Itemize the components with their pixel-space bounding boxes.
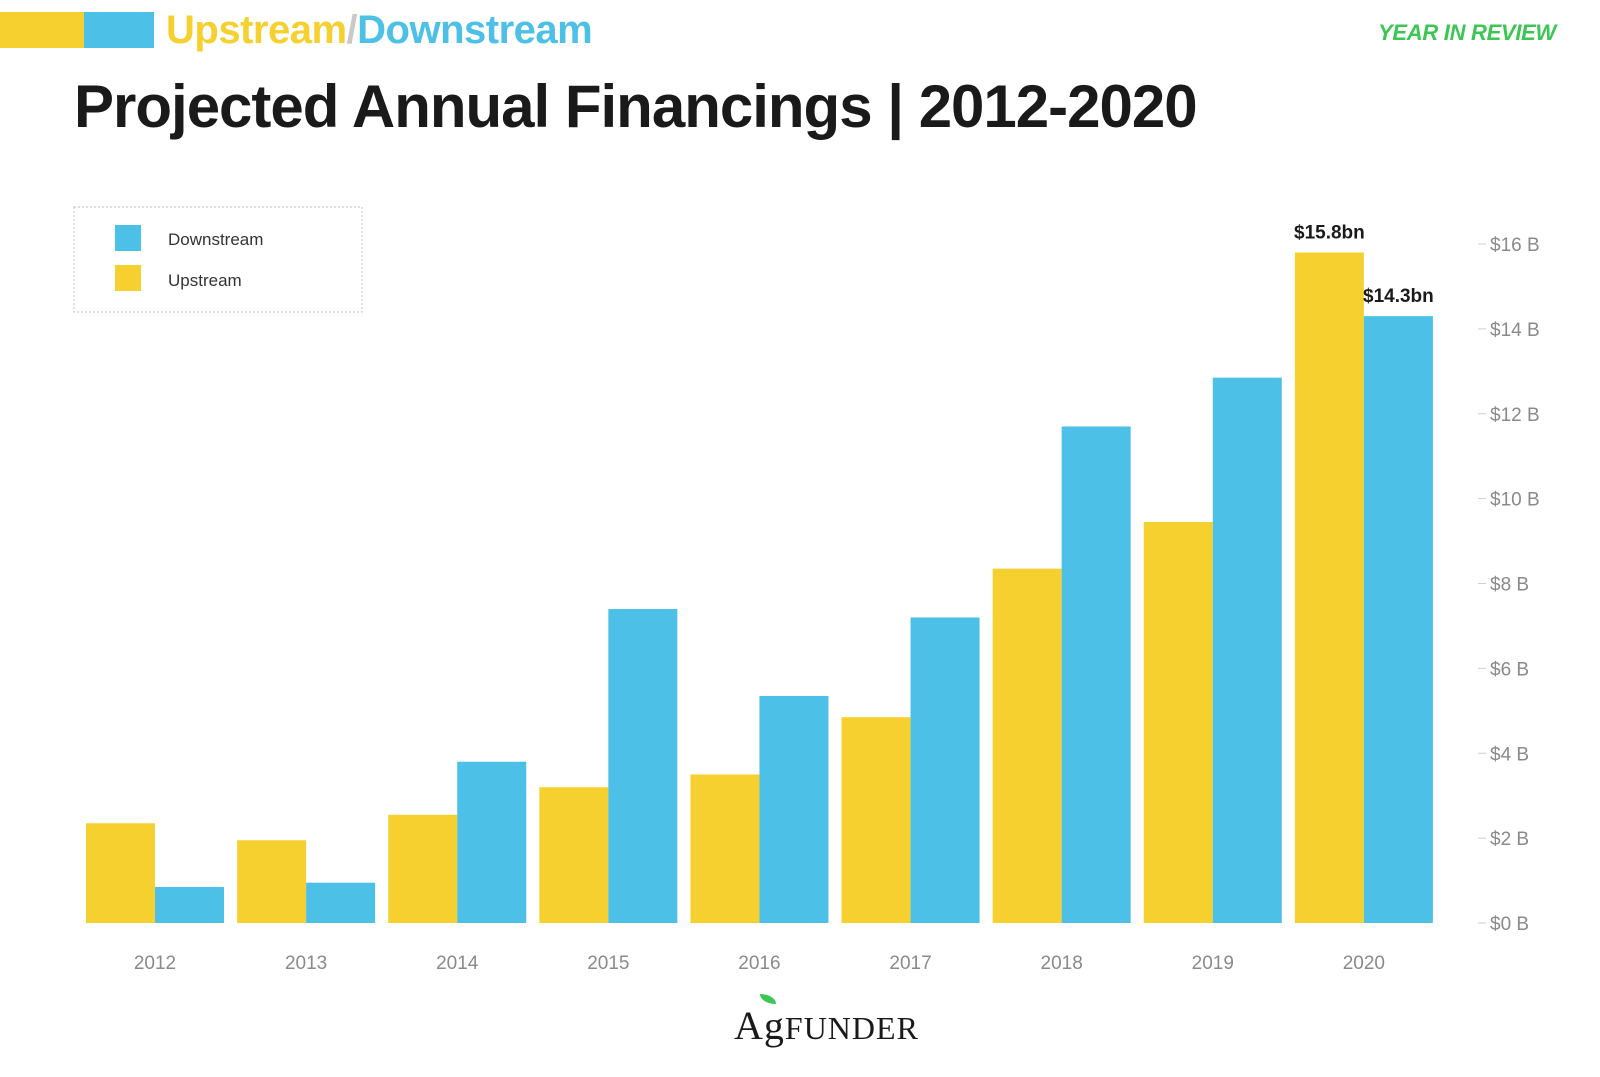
bar-upstream-2017 <box>841 717 911 923</box>
bar-downstream-2018 <box>1061 426 1131 923</box>
y-tick-label: $8 B <box>1490 575 1529 596</box>
brand-bar-upstream <box>0 12 84 48</box>
bar-downstream-2014 <box>457 761 527 923</box>
bar-downstream-2020 <box>1363 316 1433 923</box>
legend: Downstream Upstream <box>73 206 363 313</box>
logo-ag: Ag <box>734 1003 785 1048</box>
x-tick-label: 2018 <box>1041 953 1083 974</box>
bar-upstream-2013 <box>237 840 307 923</box>
legend-box <box>73 206 363 313</box>
x-tick-label: 2013 <box>285 953 327 974</box>
x-tick-label: 2015 <box>587 953 629 974</box>
section-title-downstream: Downstream <box>357 8 593 52</box>
legend-label-upstream: Upstream <box>168 271 242 290</box>
x-tick-label: 2019 <box>1192 953 1234 974</box>
bar-downstream-2013 <box>306 882 376 923</box>
data-labels: $15.8bn $14.3bn <box>1294 222 1434 307</box>
bar-upstream-2014 <box>388 814 458 923</box>
legend-swatch-downstream <box>115 225 141 251</box>
y-tick-label: $14 B <box>1490 320 1540 341</box>
y-tick-label: $12 B <box>1490 405 1540 426</box>
section-title: Upstream/Downstream <box>166 8 593 53</box>
leaf-icon <box>760 994 776 1004</box>
y-tick-label: $2 B <box>1490 829 1529 850</box>
data-label-downstream-2020: $14.3bn <box>1363 286 1434 307</box>
bar-upstream-2012 <box>86 823 155 923</box>
bar-upstream-2019 <box>1143 521 1213 923</box>
data-label-upstream-2020: $15.8bn <box>1294 222 1365 243</box>
x-axis: 2012 2013 2014 2015 2016 2017 2018 2019 2020 <box>134 953 1385 974</box>
section-title-separator: / <box>346 8 358 52</box>
y-tick-label: $0 B <box>1490 914 1529 935</box>
brand-bar-downstream <box>84 12 154 48</box>
bar-downstream-2019 <box>1212 377 1282 924</box>
bars <box>86 252 1433 924</box>
bar-upstream-2016 <box>690 774 760 923</box>
y-tick-label: $4 B <box>1490 744 1529 765</box>
bar-downstream-2017 <box>910 617 980 923</box>
y-tick-label: $6 B <box>1490 659 1529 680</box>
x-tick-label: 2014 <box>436 953 479 974</box>
bar-downstream-2016 <box>759 695 829 923</box>
bar-downstream-2012 <box>155 886 224 923</box>
x-tick-label: 2017 <box>889 953 931 974</box>
bar-downstream-2015 <box>608 608 678 923</box>
agfunder-logo: AgFUNDER <box>734 994 919 1049</box>
y-axis: $0 B $2 B $4 B $6 B $8 B $10 B $12 B $14 B $16 B <box>1478 235 1540 935</box>
x-tick-label: 2012 <box>134 953 176 974</box>
bar-upstream-2018 <box>992 568 1062 923</box>
section-title-upstream: Upstream <box>166 8 347 52</box>
y-tick-label: $10 B <box>1490 490 1540 511</box>
logo-funder: FUNDER <box>784 1010 919 1046</box>
bar-upstream-2015 <box>539 787 609 923</box>
y-tick-label: $16 B <box>1490 235 1540 256</box>
chart-title: Projected Annual Financings | 2012-2020 <box>74 73 1198 140</box>
bar-upstream-2020 <box>1294 252 1364 924</box>
x-tick-label: 2016 <box>738 953 780 974</box>
legend-swatch-upstream <box>115 265 141 291</box>
legend-label-downstream: Downstream <box>168 230 263 249</box>
x-tick-label: 2020 <box>1343 953 1385 974</box>
year-in-review-tag: YEAR IN REVIEW <box>1378 20 1556 45</box>
